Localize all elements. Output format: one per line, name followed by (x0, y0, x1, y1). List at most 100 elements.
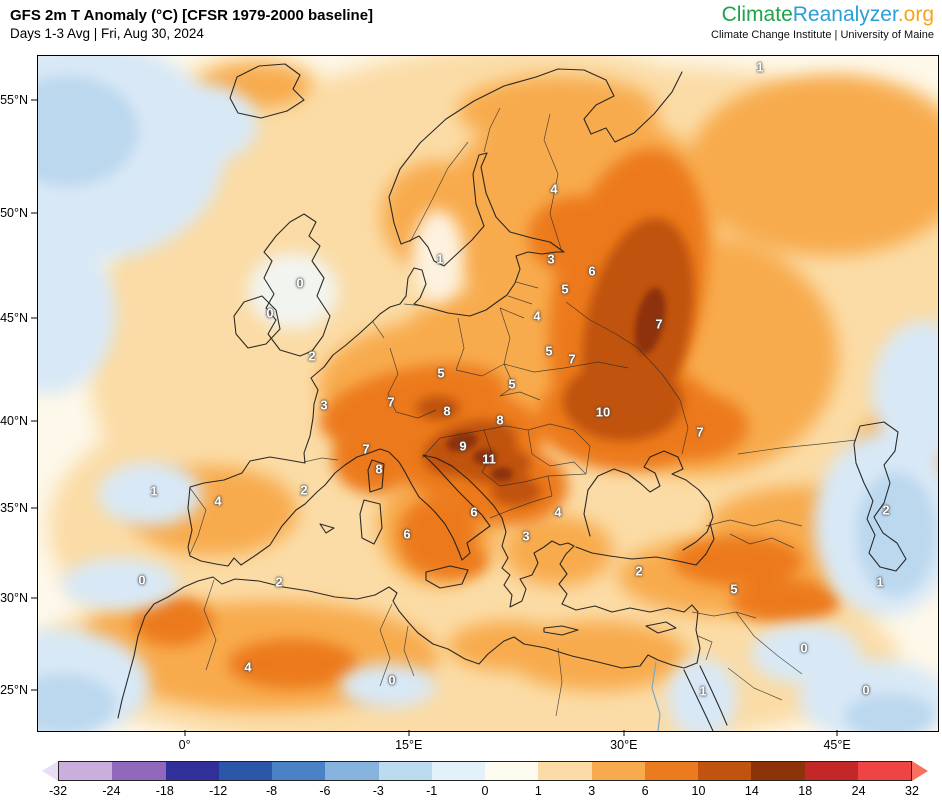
y-axis-label: 40°N (0, 413, 28, 428)
y-axis-tick (31, 317, 37, 319)
anomaly-value-label: 1 (699, 683, 707, 699)
colorbar-cell (591, 762, 645, 780)
y-axis-label: 45°N (0, 311, 28, 326)
anomaly-value-label: 8 (375, 461, 383, 477)
y-axis-tick (31, 689, 37, 691)
colorbar-cell (112, 762, 166, 780)
colorbar-tick-label: -8 (265, 784, 278, 798)
anomaly-value-label: 4 (550, 181, 558, 197)
nile-river-line (651, 661, 661, 731)
anomaly-value-label: 7 (655, 316, 663, 332)
anomaly-value-label: 4 (533, 308, 541, 324)
x-axis-label: 0° (178, 738, 191, 752)
anomaly-value-label: 7 (696, 424, 704, 440)
x-axis-tick (184, 730, 186, 736)
anomaly-value-labels-layer: 1 4 1 3 6 0 5 0 4 7 2 5 7 5 5 3 7 8 8 10 7 9 7 11 8 1 2 4 6 4 2 6 3 2 2 5 0 1… (38, 56, 938, 731)
colorbar-cells (58, 761, 912, 781)
colorbar-cell (59, 762, 113, 780)
y-axis-tick (31, 420, 37, 422)
anomaly-value-label: 9 (459, 438, 467, 454)
colorbar-tick-label: 18 (798, 784, 813, 798)
anomaly-value-label: 3 (522, 528, 530, 544)
anomaly-value-label: 10 (595, 404, 611, 420)
colorbar-left-arrow (42, 761, 58, 781)
anomaly-value-label: 0 (862, 682, 870, 698)
anomaly-value-label: 3 (320, 397, 328, 413)
colorbar-tick-label: -6 (319, 784, 331, 798)
y-axis-tick (31, 597, 37, 599)
y-axis-tick (31, 99, 37, 101)
anomaly-value-label: 3 (547, 251, 555, 267)
anomaly-value-label: 4 (244, 659, 252, 675)
colorbar-cell (165, 762, 219, 780)
x-axis-label: 30°E (610, 738, 638, 752)
colorbar-tick-label: 14 (744, 784, 759, 798)
anomaly-value-label: 5 (508, 376, 516, 392)
colorbar-cell (538, 762, 592, 780)
anomaly-value-label: 4 (554, 504, 562, 520)
brand-block: ClimateReanalyzer.org Climate Change Ins… (711, 3, 934, 41)
anomaly-value-label: 5 (545, 343, 553, 359)
anomaly-value-label: 2 (300, 482, 308, 498)
anomaly-value-label: 2 (882, 502, 890, 518)
anomaly-value-label: 5 (561, 281, 569, 297)
logo-reanalyzer[interactable]: Reanalyzer (792, 3, 898, 26)
colorbar-cell (644, 762, 698, 780)
colorbar-tick-label: 32 (905, 784, 919, 798)
x-axis-tick (408, 730, 410, 736)
x-axis-label: 15°E (395, 738, 423, 752)
y-axis-label: 30°N (0, 590, 28, 605)
anomaly-value-label: 0 (800, 640, 808, 656)
colorbar-cell (325, 762, 379, 780)
logo-climate[interactable]: Climate (721, 3, 793, 26)
colorbar-cell (857, 762, 911, 780)
colorbar-cell (272, 762, 326, 780)
colorbar-cell (485, 762, 539, 780)
colorbar-tick-label: -32 (48, 784, 68, 798)
anomaly-value-label: 2 (275, 574, 283, 590)
anomaly-value-label: 7 (362, 441, 370, 457)
anomaly-value-label: 1 (436, 251, 444, 267)
anomaly-value-label: 8 (443, 403, 451, 419)
map-axes-area: 1 4 1 3 6 0 5 0 4 7 2 5 7 5 5 3 7 8 8 10 7 9 7 11 8 1 2 4 6 4 2 6 3 2 2 5 0 1… (0, 55, 939, 752)
y-axis-tick (31, 507, 37, 509)
anomaly-value-label: 0 (266, 305, 274, 321)
anomaly-value-label: 0 (388, 672, 396, 688)
y-axis-label: 50°N (0, 205, 28, 220)
logo-org[interactable]: .org (897, 3, 934, 26)
y-axis-label: 55°N (0, 93, 28, 108)
anomaly-value-label: 1 (756, 59, 764, 75)
colorbar-cell (804, 762, 858, 780)
anomaly-value-label: 7 (568, 351, 576, 367)
logo-tagline: Climate Change Institute | University of… (711, 29, 934, 41)
anomaly-value-label: 1 (150, 483, 158, 499)
coastlines (117, 63, 907, 731)
page-title: GFS 2m T Anomaly (°C) [CFSR 1979-2000 ba… (10, 7, 374, 24)
colorbar-cell (218, 762, 272, 780)
colorbar-tick-label: 3 (588, 784, 596, 798)
colorbar-cell (378, 762, 432, 780)
climate-reanalyzer-logo[interactable]: ClimateReanalyzer.org (711, 3, 934, 27)
colorbar-cell (751, 762, 805, 780)
country-borders (189, 107, 857, 717)
colorbar-tick-label: 24 (851, 784, 866, 798)
anomaly-value-label: 6 (588, 263, 596, 279)
colorbar-bar (42, 761, 928, 781)
colorbar-tick-label: 6 (641, 784, 649, 798)
colorbar-tick-label: -1 (426, 784, 438, 798)
colorbar-tick-label: 0 (481, 784, 489, 798)
y-axis-label: 25°N (0, 683, 28, 698)
anomaly-value-label: 1 (876, 574, 884, 590)
colorbar-tick-label: -12 (209, 784, 228, 798)
colorbar-right-arrow (912, 761, 928, 781)
anomaly-value-label: 0 (296, 275, 304, 291)
colorbar-tick-label: -24 (102, 784, 121, 798)
anomaly-value-label: 5 (730, 581, 738, 597)
colorbar-tick-label: 10 (691, 784, 706, 798)
colorbar-tick-labels: -32 -24 -18 -12 -8 -6 -3 -1 0 1 3 6 10 14 18 24 32 (42, 784, 928, 800)
anomaly-value-label: 4 (214, 493, 222, 509)
colorbar-tick-label: 1 (534, 784, 542, 798)
y-axis-label: 35°N (0, 500, 28, 515)
europe-temperature-anomaly-map (38, 56, 938, 731)
anomaly-value-label: 5 (437, 365, 445, 381)
